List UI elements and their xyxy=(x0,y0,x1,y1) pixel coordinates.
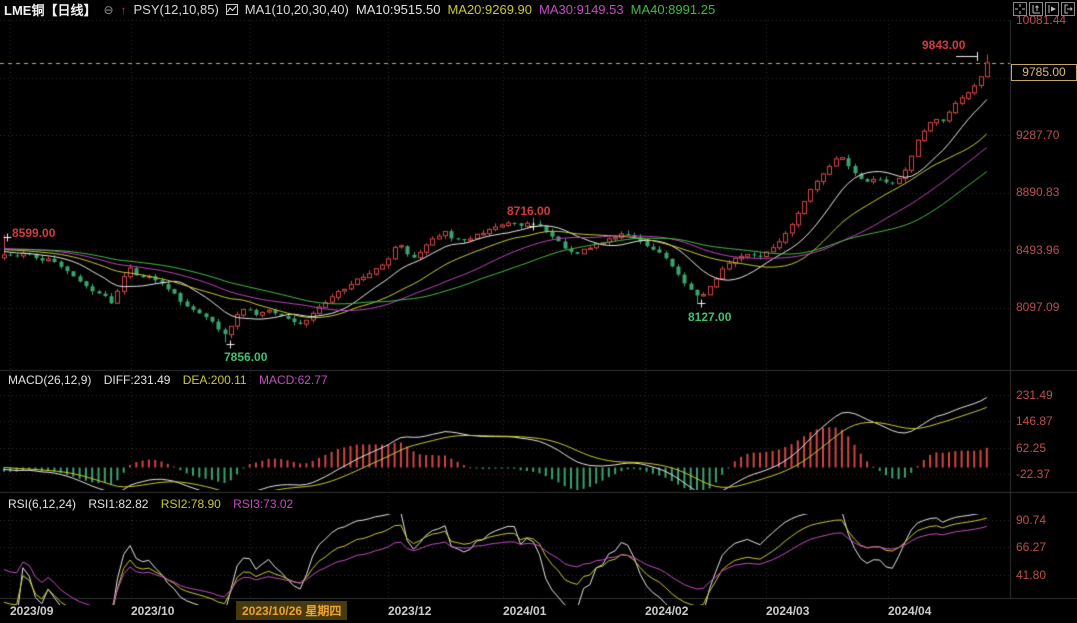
macd-macd-value: MACD:62.77 xyxy=(258,373,328,387)
selected-date-highlight: 2023/10/26 星期四 xyxy=(236,601,348,620)
rsi-axis-label: 66.27 xyxy=(1016,540,1047,554)
play-forward-icon[interactable] xyxy=(1045,2,1059,16)
axis-scale-icon[interactable] xyxy=(1029,2,1043,16)
time-axis-label: 2024/02 xyxy=(645,604,689,618)
price-axis-label: 10081.44 xyxy=(1016,13,1067,27)
time-axis-label: 2024/01 xyxy=(503,604,547,618)
rsi-header: RSI(6,12,24) RSI1:82.82 RSI2:78.90 RSI3:… xyxy=(8,497,302,511)
circle-minus-icon[interactable]: ⊖ xyxy=(103,2,114,17)
low-price-annotation: 8127.00 xyxy=(688,310,732,324)
time-axis-label: 2023/10 xyxy=(131,604,175,618)
crosshair-icon[interactable] xyxy=(1013,2,1027,16)
time-axis-label: 2023/09 xyxy=(10,604,54,618)
price-axis-label: 8493.96 xyxy=(1016,243,1060,257)
psy-indicator-label: PSY(12,10,85) xyxy=(133,2,219,17)
arrow-up-icon: ↑ xyxy=(120,2,127,17)
symbol-title: LME铜【日线】 xyxy=(4,3,97,18)
time-axis-label: 2024/04 xyxy=(888,604,932,618)
exit-right-icon[interactable] xyxy=(1061,2,1075,16)
ma30-value: MA30:9149.53 xyxy=(539,2,624,17)
rsi-axis-label: 41.80 xyxy=(1016,568,1047,582)
macd-axis-label: 146.87 xyxy=(1016,414,1053,428)
time-axis-label: 2023/12 xyxy=(388,604,432,618)
high-price-annotation: 8716.00 xyxy=(507,204,551,218)
macd-params-label: MACD(26,12,9) xyxy=(8,373,92,387)
price-axis-label: 8097.09 xyxy=(1016,300,1060,314)
macd-header: MACD(26,12,9) DIFF:231.49 DEA:200.11 MAC… xyxy=(8,373,337,387)
ma40-value: MA40:8991.25 xyxy=(630,2,716,17)
current-price-tag: 9785.00 xyxy=(1011,64,1077,81)
macd-axis-label: -22.37 xyxy=(1016,467,1051,481)
ma-group-label: MA1(10,20,30,40) xyxy=(244,2,349,17)
high-price-annotation: 9843.00 xyxy=(922,38,966,52)
rsi-params-label: RSI(6,12,24) xyxy=(8,497,77,511)
rsi1-value: RSI1:82.82 xyxy=(88,497,149,511)
titlebar: LME铜【日线】 ⊖ ↑ PSY(12,10,85) MA1(10,20,30,… xyxy=(0,0,1077,19)
time-axis-label: 2024/03 xyxy=(766,604,810,618)
price-axis-label: 9287.70 xyxy=(1016,128,1060,142)
rsi3-value: RSI3:73.02 xyxy=(233,497,294,511)
macd-diff-value: DIFF:231.49 xyxy=(103,373,171,387)
macd-dea-value: DEA:200.11 xyxy=(182,373,247,387)
rsi2-value: RSI2:78.90 xyxy=(160,497,221,511)
price-axis-label: 8890.83 xyxy=(1016,185,1060,199)
line-chart-icon xyxy=(225,4,238,15)
low-price-annotation: 7856.00 xyxy=(224,350,268,364)
macd-axis-label: 62.25 xyxy=(1016,441,1047,455)
ma10-value: MA10:9515.50 xyxy=(355,2,441,17)
rsi-axis-label: 90.74 xyxy=(1016,513,1047,527)
high-price-annotation: 8599.00 xyxy=(12,226,56,240)
ma20-value: MA20:9269.90 xyxy=(447,2,533,17)
macd-axis-label: 231.49 xyxy=(1016,388,1053,402)
chart-toolbar xyxy=(1013,2,1075,16)
